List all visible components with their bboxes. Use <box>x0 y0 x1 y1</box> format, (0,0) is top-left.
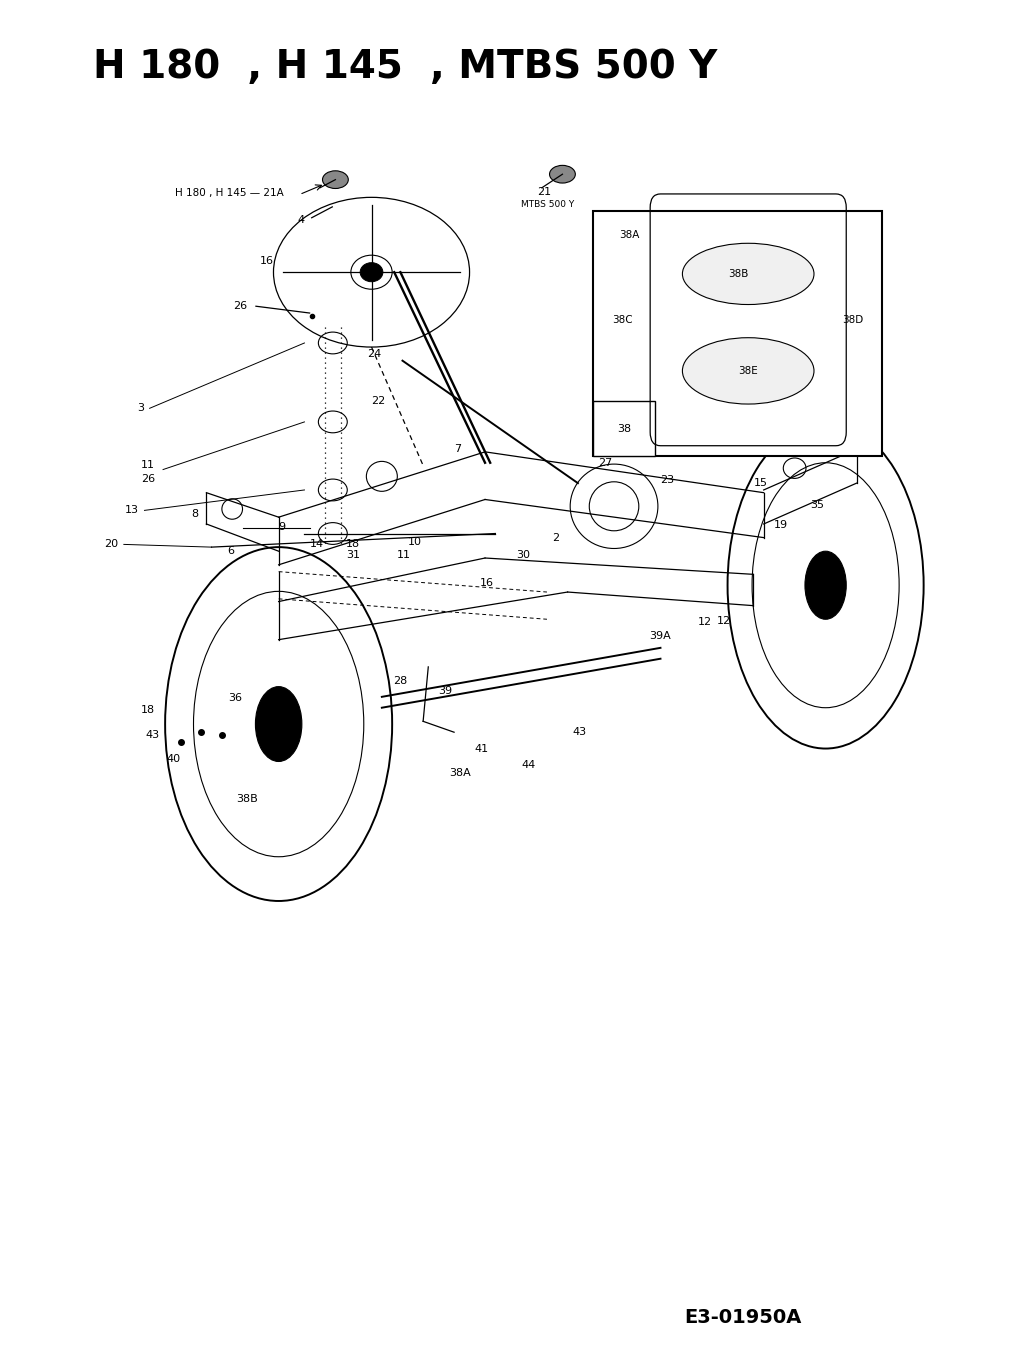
Text: 31: 31 <box>346 550 360 561</box>
Text: 30: 30 <box>516 550 530 561</box>
Text: 10: 10 <box>408 536 422 547</box>
Text: 8: 8 <box>191 509 198 520</box>
Text: 14: 14 <box>310 539 324 550</box>
Text: MTBS 500 Y: MTBS 500 Y <box>521 200 575 208</box>
Text: 20: 20 <box>104 539 119 550</box>
Ellipse shape <box>323 171 349 189</box>
Text: E3-01950A: E3-01950A <box>684 1308 802 1327</box>
Text: 43: 43 <box>573 727 587 738</box>
Text: 18: 18 <box>346 539 360 550</box>
Text: 38A: 38A <box>449 768 471 778</box>
Text: 26: 26 <box>140 474 155 485</box>
Ellipse shape <box>682 244 814 305</box>
Text: 11: 11 <box>397 550 412 561</box>
Text: 38C: 38C <box>612 314 633 325</box>
Ellipse shape <box>682 338 814 404</box>
Bar <box>593 401 655 456</box>
Text: 16: 16 <box>480 577 494 588</box>
Text: 38: 38 <box>617 423 632 434</box>
Ellipse shape <box>549 166 576 184</box>
Text: H 180 , H 145 — 21A: H 180 , H 145 — 21A <box>175 188 284 199</box>
Text: 35: 35 <box>810 499 825 510</box>
Ellipse shape <box>805 551 846 619</box>
Text: 43: 43 <box>146 729 160 740</box>
Text: 21: 21 <box>537 186 551 197</box>
Text: H 180  , H 145  , MTBS 500 Y: H 180 , H 145 , MTBS 500 Y <box>93 48 717 86</box>
Text: 6: 6 <box>227 546 234 557</box>
Text: 26: 26 <box>233 301 248 312</box>
Text: 18: 18 <box>140 705 155 716</box>
Text: 17: 17 <box>619 446 634 457</box>
Text: 44: 44 <box>521 759 536 770</box>
Text: 2: 2 <box>552 532 559 543</box>
Text: 41: 41 <box>475 743 489 754</box>
Text: 39: 39 <box>439 686 453 697</box>
Text: 23: 23 <box>660 475 675 486</box>
Text: 34: 34 <box>795 412 809 423</box>
Text: 3: 3 <box>137 403 144 414</box>
Text: 12: 12 <box>698 617 712 627</box>
Text: 12: 12 <box>717 615 732 626</box>
Text: 9: 9 <box>279 521 286 532</box>
Text: 16: 16 <box>259 256 273 267</box>
Text: 5: 5 <box>681 441 688 452</box>
Text: 19: 19 <box>774 520 788 531</box>
Text: 24: 24 <box>367 348 382 359</box>
Text: 22: 22 <box>372 396 386 407</box>
Text: 13: 13 <box>125 505 139 516</box>
Text: 39A: 39A <box>649 630 671 641</box>
Text: 7: 7 <box>454 444 461 455</box>
Ellipse shape <box>360 263 383 282</box>
Text: 15: 15 <box>753 478 768 489</box>
Text: 38B: 38B <box>236 793 258 804</box>
Text: 36: 36 <box>228 693 243 704</box>
Text: 38A: 38A <box>619 230 640 241</box>
Text: 27: 27 <box>599 457 613 468</box>
Text: 4: 4 <box>297 215 304 226</box>
Text: 28: 28 <box>393 675 408 686</box>
Text: 38E: 38E <box>738 366 759 376</box>
Text: 40: 40 <box>166 754 181 765</box>
Ellipse shape <box>256 686 301 761</box>
Bar <box>593 211 882 456</box>
Text: 38B: 38B <box>728 269 748 279</box>
Text: 38D: 38D <box>842 314 864 325</box>
Text: 11: 11 <box>140 460 155 471</box>
